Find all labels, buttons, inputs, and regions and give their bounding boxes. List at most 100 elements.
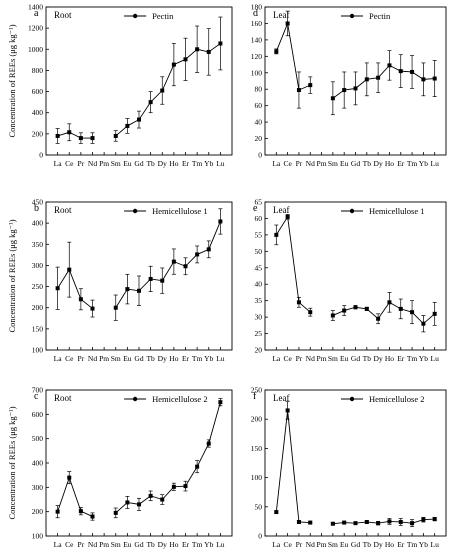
y-tick-label: 500 [32, 434, 44, 443]
data-point [195, 47, 200, 52]
x-tick-label: Er [182, 540, 190, 549]
data-point [78, 136, 83, 141]
x-tick-label: Gd [134, 540, 143, 549]
x-tick-label: Lu [431, 354, 440, 363]
data-point [342, 88, 347, 93]
data-point [308, 310, 313, 315]
data-point [296, 519, 301, 524]
chart-panel-c: 100 200 300 400 500 600 700 La Ce Pr Nd Pm Sm Eu Gd Tb D… [7, 386, 233, 549]
legend-label: Hemicellulose 1 [152, 206, 207, 216]
plot-frame [45, 389, 233, 537]
x-tick-label: Tb [146, 540, 155, 549]
y-tick-label: 160 [251, 19, 263, 28]
x-tick-label: Tm [192, 540, 203, 549]
panel-tissue-label: Root [54, 393, 72, 403]
x-tick-label: Eu [340, 540, 349, 549]
x-tick-label: Tm [407, 159, 418, 168]
data-point [67, 475, 72, 480]
x-tick-label: Pr [78, 540, 85, 549]
data-point [55, 286, 60, 291]
y-tick-label: 50 [255, 502, 263, 511]
data-point [364, 306, 369, 311]
y-tick-label: 20 [255, 346, 263, 355]
data-point [148, 493, 153, 498]
legend-marker [132, 396, 138, 402]
panel-tissue-label: Leaf [273, 205, 289, 215]
data-point [285, 408, 290, 413]
legend-marker [349, 396, 355, 402]
y-tick-label: 180 [251, 3, 263, 12]
x-tick-label: Tb [146, 354, 155, 363]
series-line [115, 43, 221, 137]
x-tick-label: Pm [99, 540, 109, 549]
data-point [308, 520, 313, 525]
panel-tissue-label: Leaf [273, 10, 289, 20]
x-tick-label: Yb [419, 540, 428, 549]
y-tick-label: 100 [251, 473, 263, 482]
x-tick-label: Sm [328, 159, 338, 168]
x-tick-label: La [272, 354, 281, 363]
y-tick-label: 200 [251, 415, 263, 424]
data-point [274, 232, 279, 237]
data-point [160, 88, 165, 93]
y-tick-label: 600 [32, 87, 44, 96]
data-point [353, 305, 358, 310]
data-point [432, 517, 437, 522]
data-point [125, 123, 130, 128]
x-tick-label: Er [397, 354, 405, 363]
x-tick-label: Pm [99, 159, 109, 168]
data-point [137, 502, 141, 507]
data-point [342, 308, 347, 313]
y-tick-label: 1200 [28, 24, 43, 33]
data-point [148, 100, 153, 105]
data-point [410, 521, 415, 526]
data-point [90, 306, 95, 311]
x-tick-label: Gd [134, 354, 143, 363]
x-tick-label: Er [182, 159, 190, 168]
data-point [218, 41, 223, 46]
x-tick-label: Sm [328, 540, 338, 549]
y-tick-label: 250 [251, 386, 263, 395]
x-tick-label: La [54, 159, 63, 168]
x-tick-label: Ho [385, 540, 394, 549]
y-tick-label: 100 [251, 68, 263, 77]
series-line [275, 21, 311, 91]
panel-letter: d [253, 8, 258, 19]
y-tick-label: 200 [32, 303, 44, 312]
data-point [195, 464, 200, 469]
x-tick-label: Sm [328, 354, 338, 363]
x-tick-label: Lu [431, 540, 440, 549]
data-point [137, 288, 141, 293]
data-point [171, 259, 176, 264]
legend-label: Hemicellulose 1 [369, 206, 424, 216]
plot-frame [264, 201, 447, 351]
y-tick-label: 25 [255, 329, 263, 338]
x-tick-label: Nd [306, 354, 315, 363]
y-tick-label: 800 [32, 66, 44, 75]
x-tick-label: Pr [296, 540, 303, 549]
legend-marker [349, 13, 355, 19]
x-tick-label: Ce [283, 540, 292, 549]
x-tick-label: Pr [78, 159, 85, 168]
data-point [67, 130, 72, 135]
y-tick-label: 0 [258, 151, 262, 160]
x-tick-label: Nd [88, 354, 97, 363]
data-point [55, 509, 60, 514]
x-tick-label: Dy [158, 159, 167, 168]
data-point [218, 219, 223, 224]
x-tick-label: Lu [216, 159, 225, 168]
y-tick-label: 400 [32, 459, 44, 468]
data-point [330, 96, 335, 101]
x-tick-label: Pr [78, 354, 85, 363]
y-tick-label: 100 [32, 346, 44, 355]
chart-panel-a: 0 200 400 600 800 1000 1200 1400 La Ce Pr Nd Pm Sm Eu G… [7, 3, 233, 168]
y-tick-label: 1400 [28, 3, 43, 12]
x-tick-label: Dy [374, 540, 383, 549]
chart-panel-e: 20 25 30 35 40 45 50 55 60 65 La Ce Pr Nd Pm Sm Eu Gd Tb Dy… [253, 198, 447, 363]
y-tick-label: 250 [32, 282, 44, 291]
data-point [432, 311, 437, 316]
x-tick-label: La [272, 540, 281, 549]
y-tick-label: 600 [32, 410, 44, 419]
panel-letter: b [34, 203, 39, 214]
data-point [364, 77, 369, 82]
